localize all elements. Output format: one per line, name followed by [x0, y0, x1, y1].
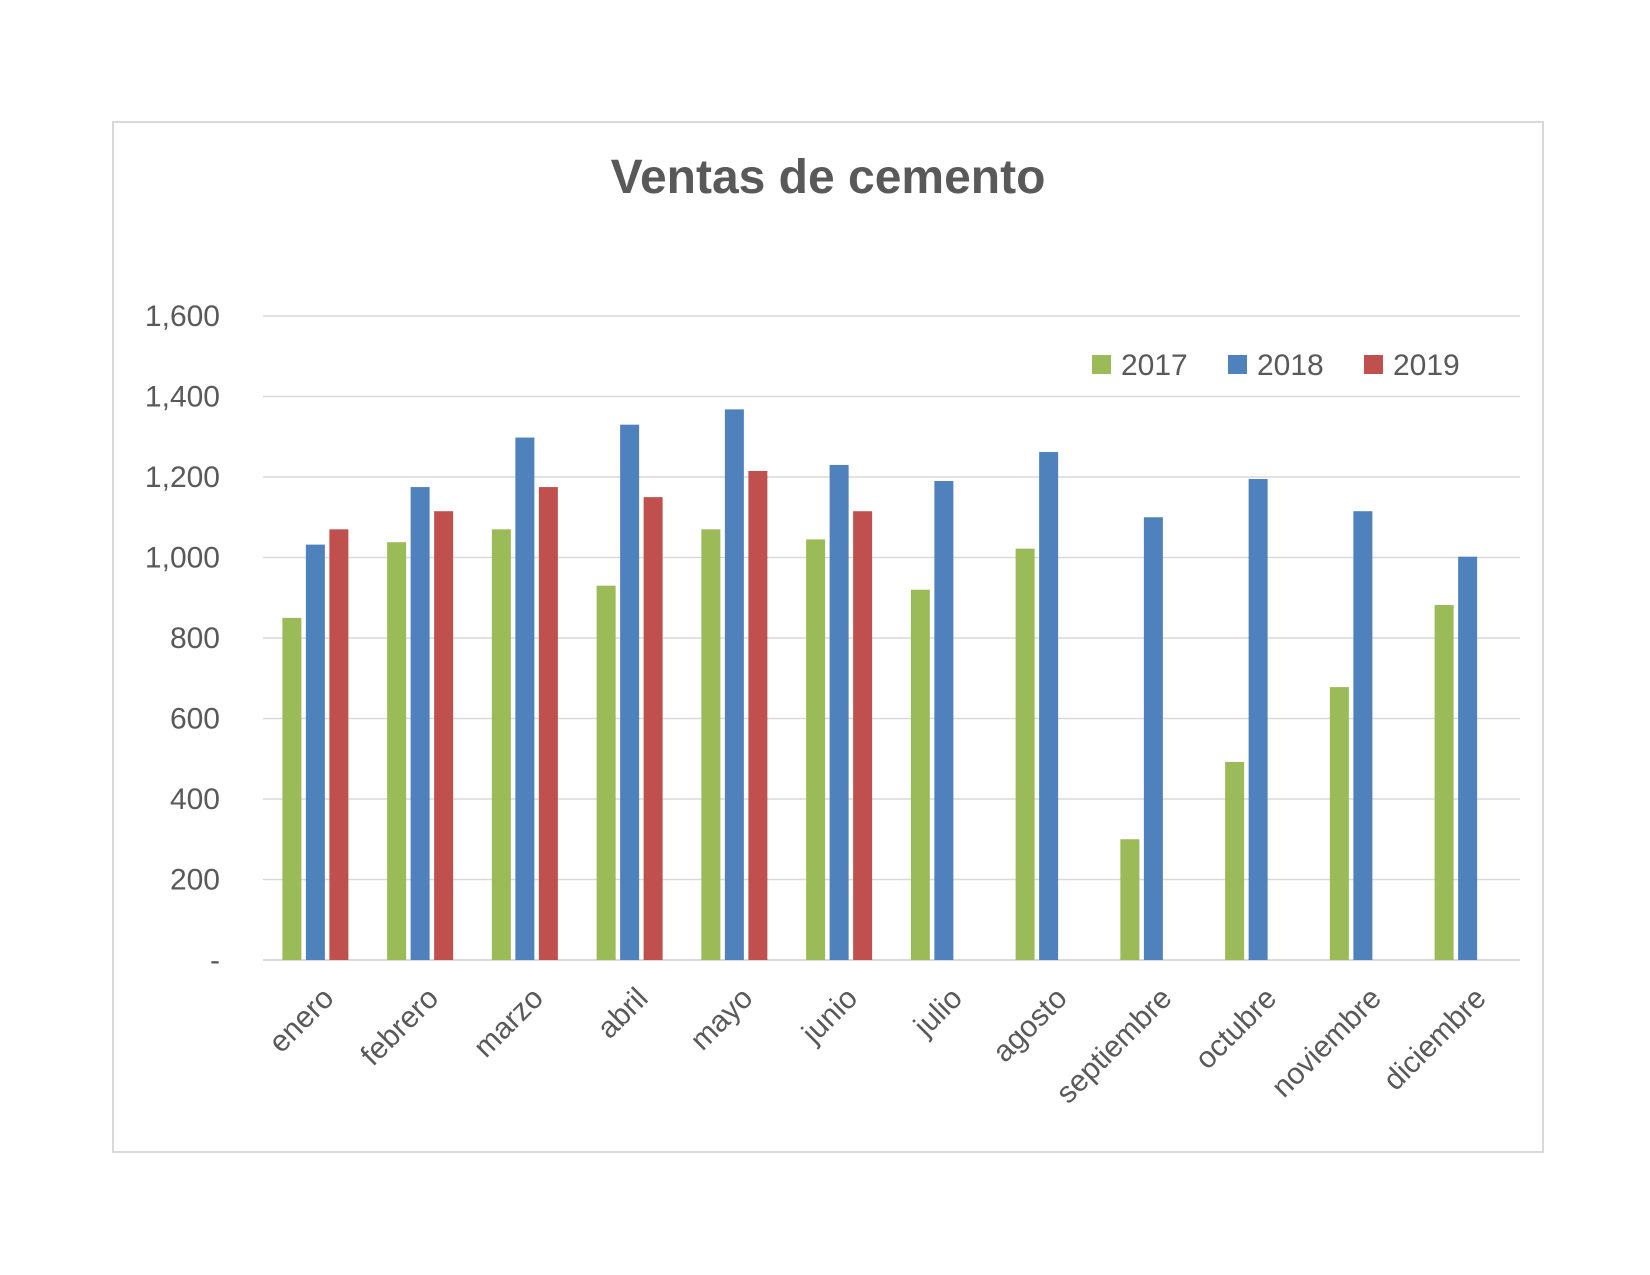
x-tick-label: agosto	[987, 982, 1074, 1069]
y-tick-label: 200	[170, 864, 220, 897]
bar-2017-diciembre	[1434, 604, 1454, 960]
bar-2019-enero	[329, 529, 349, 960]
bar-2017-mayo	[701, 529, 721, 960]
y-tick-label: 1,200	[145, 461, 220, 494]
bar-2017-enero	[282, 617, 302, 960]
x-tick-label: marzo	[468, 982, 550, 1064]
legend-label: 2017	[1121, 349, 1188, 382]
bar-2018-abril	[620, 424, 640, 960]
chart-title: Ventas de cemento	[611, 151, 1046, 204]
x-tick-label: junio	[795, 982, 864, 1051]
gridlines	[263, 315, 1520, 961]
legend-swatch-2019	[1364, 355, 1383, 374]
x-tick-label: abril	[591, 982, 654, 1045]
bar-2018-marzo	[515, 437, 535, 960]
bar-2017-noviembre	[1329, 687, 1349, 960]
bar-2018-febrero	[410, 487, 430, 960]
bar-2018-agosto	[1039, 452, 1059, 960]
bar-2017-marzo	[491, 529, 511, 960]
bar-2017-abril	[596, 585, 616, 960]
bar-2019-abril	[643, 497, 663, 960]
bars	[282, 409, 1478, 960]
y-tick-label: 1,400	[145, 381, 220, 414]
bar-2017-julio	[910, 589, 930, 960]
bar-2018-enero	[305, 544, 325, 960]
y-tick-label: 1,000	[145, 542, 220, 575]
y-axis-tick-labels: - 200 400 600 800 1,000 1,200 1,400 1,600	[145, 300, 220, 977]
legend-label: 2018	[1257, 349, 1324, 382]
x-tick-label: enero	[263, 982, 341, 1060]
y-tick-label: 800	[170, 622, 220, 655]
x-tick-label: febrero	[355, 982, 446, 1073]
bar-2019-junio	[853, 511, 873, 960]
bar-2018-septiembre	[1143, 517, 1163, 960]
bar-2017-septiembre	[1120, 839, 1140, 960]
bar-2019-febrero	[434, 511, 454, 960]
bar-2018-noviembre	[1353, 511, 1373, 960]
x-tick-label: mayo	[684, 982, 759, 1057]
x-tick-label: octubre	[1189, 982, 1283, 1076]
bar-2017-febrero	[387, 542, 407, 960]
y-tick-label: 600	[170, 703, 220, 736]
x-axis-tick-labels: enero febrero marzo abril mayo junio julio agos…	[263, 982, 1493, 1110]
bar-2018-mayo	[724, 409, 744, 960]
bar-2018-octubre	[1248, 479, 1268, 960]
y-tick-label: -	[210, 944, 220, 977]
bar-2017-octubre	[1225, 761, 1245, 960]
bar-2018-julio	[934, 481, 954, 960]
bar-2017-agosto	[1015, 548, 1035, 960]
y-tick-label: 400	[170, 783, 220, 816]
bar-2019-mayo	[748, 470, 768, 960]
bar-2018-diciembre	[1458, 556, 1478, 960]
legend-swatch-2018	[1228, 355, 1247, 374]
legend-label: 2019	[1393, 349, 1460, 382]
legend-swatch-2017	[1092, 355, 1111, 374]
bar-2018-junio	[829, 464, 849, 960]
chart-frame	[112, 121, 1544, 1153]
legend: 2017 2018 2019	[1092, 349, 1460, 382]
bar-2017-junio	[806, 539, 826, 960]
bar-2019-marzo	[538, 487, 558, 960]
x-tick-label: noviembre	[1265, 982, 1387, 1104]
y-tick-label: 1,600	[145, 300, 220, 333]
x-tick-label: diciembre	[1377, 982, 1492, 1097]
x-tick-label: julio	[907, 982, 969, 1044]
